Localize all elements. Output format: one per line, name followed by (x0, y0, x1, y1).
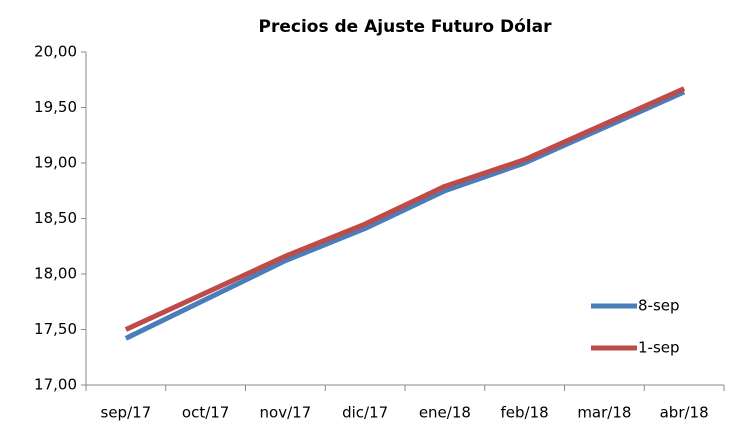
x-tick-label: ene/18 (419, 404, 471, 422)
y-tick-label: 18,50 (34, 209, 77, 227)
series-line (124, 89, 686, 341)
y-tick-label: 19,00 (34, 154, 77, 172)
y-tick-label: 19,50 (34, 98, 77, 116)
legend-label: 8-sep (638, 297, 680, 315)
x-tick-label: feb/18 (501, 404, 549, 422)
y-tick-label: 18,00 (34, 265, 77, 283)
legend-label: 1-sep (638, 339, 680, 357)
chart-title: Precios de Ajuste Futuro Dólar (259, 17, 553, 37)
series-line (124, 86, 686, 332)
x-tick-label: nov/17 (260, 404, 312, 422)
y-tick-label: 17,50 (34, 320, 77, 338)
x-tick-label: oct/17 (182, 404, 229, 422)
y-tick-label: 17,00 (34, 376, 77, 394)
x-tick-label: mar/18 (577, 404, 631, 422)
x-tick-label: dic/17 (342, 404, 388, 422)
legend-box (585, 290, 720, 368)
y-tick-label: 20,00 (34, 43, 77, 61)
x-tick-label: sep/17 (101, 404, 152, 422)
x-tick-label: abr/18 (660, 404, 709, 422)
